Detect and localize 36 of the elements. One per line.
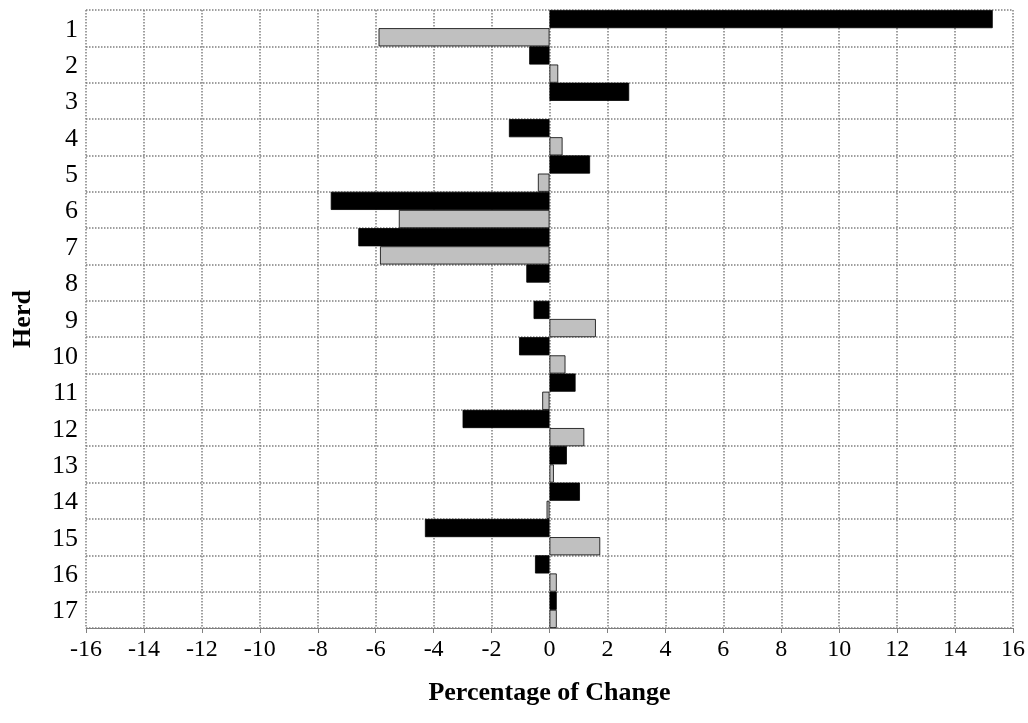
y-tick-label: 16 [52,558,78,588]
x-tick-label: 12 [885,635,910,661]
x-tick-label: 4 [659,635,672,661]
y-tick-label: 17 [52,595,78,625]
x-tick-label: 8 [775,635,788,661]
y-tick-label: 12 [52,413,78,443]
y-tick-label: 9 [65,304,78,334]
x-tick-label: -6 [365,635,386,661]
y-tick-label: 3 [65,86,78,116]
y-tick-label: 14 [52,486,78,516]
x-tick-label: -4 [423,635,444,661]
y-tick-label: 4 [65,122,78,152]
x-axis-title: Percentage of Change [428,676,671,706]
x-tick-label: 2 [601,635,614,661]
x-tick-label: 0 [543,635,556,661]
y-tick-label: 2 [65,50,78,80]
y-tick-label: 5 [65,159,78,189]
x-tick-label: -8 [307,635,328,661]
x-tick-label: -10 [243,635,276,661]
y-tick-label: 1 [65,13,78,43]
x-tick-label: 6 [717,635,730,661]
y-tick-label: 6 [65,195,78,225]
y-tick-label: 13 [52,449,78,479]
x-tick-label: -12 [185,635,218,661]
x-tick-label: -14 [127,635,160,661]
x-tick-label: 16 [1001,635,1025,661]
y-tick-label: 10 [52,340,78,370]
x-tick-label: 10 [827,635,852,661]
x-tick-label: 14 [943,635,968,661]
x-tick-label: -2 [481,635,502,661]
y-tick-label: 11 [52,377,78,407]
y-tick-label: 7 [65,231,78,261]
y-tick-label: 8 [65,268,78,298]
x-tick-label: -16 [70,635,102,661]
y-tick-label: 15 [52,522,78,552]
y-axis-title: Herd [6,289,36,348]
